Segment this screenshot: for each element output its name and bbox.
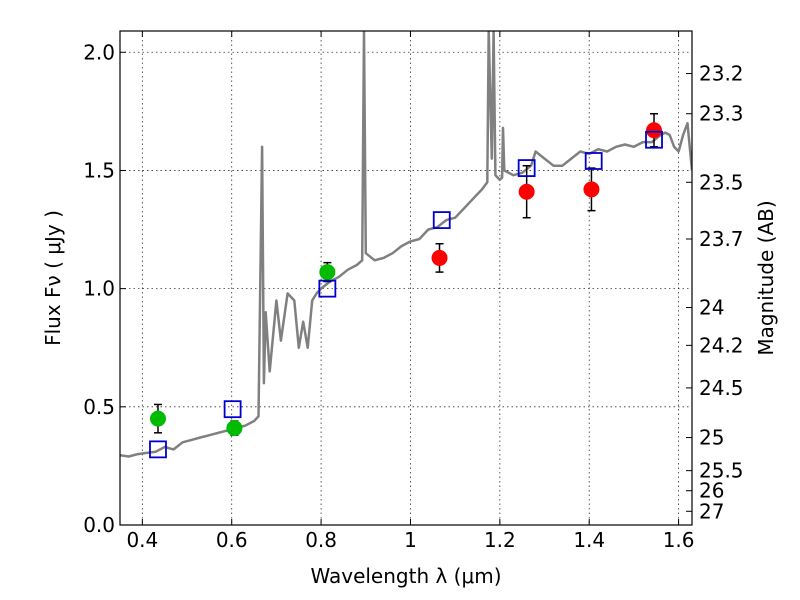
y2-tick-label: 23.7 (699, 227, 744, 251)
plot-frame (119, 30, 693, 526)
model-square-marker (517, 159, 536, 177)
red-data-point (518, 183, 535, 200)
y2-tick-label: 25.5 (699, 459, 744, 483)
ticks-layer: 0.4 0.6 0.8 1 1.2 1.4 1.6 0.0 0.5 1.0 1.5 2.0 23.2 23… (83, 31, 744, 552)
y-tick-label: 0.0 (83, 513, 115, 537)
y2-tick-label: 24.5 (699, 376, 744, 400)
x-tick-label: 1.6 (663, 528, 695, 552)
y-tick-label: 1.0 (83, 277, 115, 301)
model-square-marker (645, 130, 663, 149)
y2-axis-label: Magnitude (AB) (754, 200, 778, 355)
y2-tick-label: 24 (699, 296, 724, 320)
data-points-layer (149, 112, 663, 459)
model-square-marker (318, 279, 337, 298)
red-data-point (431, 249, 448, 266)
red-data-point (583, 181, 600, 198)
model-square-marker (223, 400, 242, 419)
y2-tick-label: 25 (699, 426, 724, 450)
model-square-marker (432, 211, 451, 229)
grid (120, 31, 692, 526)
y2-tick-label: 24.2 (699, 333, 744, 357)
green-data-point (226, 420, 243, 437)
x-tick-label: 1 (404, 528, 417, 552)
spectrum-line (120, 31, 692, 458)
y2-tick-label: 23.3 (699, 102, 744, 126)
red-data-point (646, 122, 663, 139)
x-tick-label: 0.4 (126, 528, 158, 552)
model-square-marker (584, 152, 603, 170)
green-data-point (149, 410, 166, 427)
x-axis-label: Wavelength λ (μm) (310, 564, 501, 588)
y-axis-label: Flux Fν ( μJy ) (41, 210, 65, 346)
y2-tick-label: 23.5 (699, 170, 744, 194)
x-tick-label: 1.4 (573, 528, 605, 552)
y-tick-label: 2.0 (83, 40, 115, 64)
y2-tick-label: 23.2 (699, 62, 744, 86)
x-tick-label: 0.6 (216, 528, 248, 552)
y2-tick-label: 26 (699, 479, 724, 503)
x-tick-label: 0.8 (305, 528, 337, 552)
green-data-point (319, 264, 336, 281)
y-tick-label: 0.5 (83, 395, 115, 419)
y2-tick-label: 27 (699, 499, 724, 523)
x-tick-label: 1.2 (484, 528, 516, 552)
model-square-marker (149, 440, 167, 459)
y-tick-label: 1.5 (83, 158, 115, 182)
spectrum-layer (120, 31, 692, 458)
